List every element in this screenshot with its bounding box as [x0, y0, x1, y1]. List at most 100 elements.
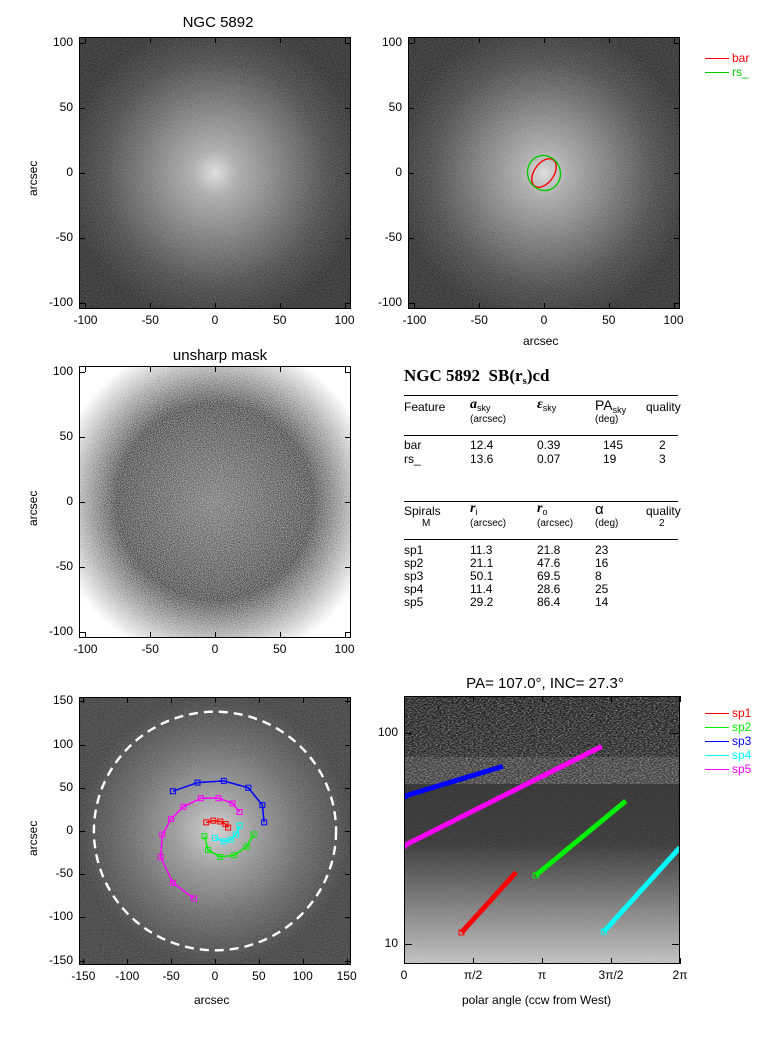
- br-y-tickmark: [404, 943, 412, 945]
- spiral-col5: quality: [646, 504, 681, 518]
- bl-y-tickmark: [345, 960, 351, 962]
- rule-2: [404, 435, 678, 436]
- bl-x-ticklabel: 100: [292, 969, 313, 983]
- bl-y-tickmark: [79, 960, 85, 962]
- polar-marker-sp5: [404, 842, 407, 849]
- ml-x-ticklabel: 0: [211, 642, 219, 656]
- tr-x-tickmark: [479, 303, 481, 309]
- spiral-row-ri: 11.3: [470, 543, 493, 557]
- legend-bottom-label: sp1: [732, 706, 752, 720]
- tr-y-tickmark: [674, 173, 680, 174]
- tl-x-ticklabel: 100: [334, 313, 355, 327]
- deproj-marker-sp4: [227, 836, 234, 843]
- br-x-tickmark: [404, 696, 405, 702]
- deprojected-image: [79, 697, 351, 965]
- bl-y-ticklabel: -50: [55, 866, 73, 881]
- spiral-row-name: sp2: [404, 556, 424, 570]
- polar-fit-sp2: [534, 799, 628, 878]
- deproj-marker-sp3: [245, 784, 252, 791]
- feature-row-a: 13.6: [470, 452, 494, 466]
- bl-x-tickmark: [127, 697, 129, 703]
- legend-bottom-label: sp2: [732, 720, 752, 734]
- tl-x-ticklabel: -50: [141, 313, 159, 327]
- spiral-row-name: sp1: [404, 543, 424, 557]
- feature-col1: Feature: [404, 400, 446, 414]
- tl-y-tickmark: [79, 43, 85, 45]
- bl-y-tickmark: [79, 744, 85, 746]
- legend-bottom-line: [705, 713, 729, 714]
- ml-y-tickmark: [79, 631, 85, 633]
- ml-x-tickmark: [344, 632, 346, 638]
- ml-x-tickmark: [150, 632, 152, 638]
- br-y-tickmark: [672, 733, 680, 735]
- bl-x-ticklabel: 150: [336, 969, 357, 983]
- title-pa-inc: PA= 107.0°, INC= 27.3°: [466, 675, 624, 692]
- feature-col4-unit: (deg): [595, 414, 619, 425]
- bl-x-tickmark: [258, 959, 260, 965]
- deproj-marker-sp5: [169, 879, 176, 886]
- tl-x-ticklabel: 0: [211, 313, 219, 327]
- ml-y-tickmark: [79, 437, 85, 439]
- bl-x-tickmark: [83, 697, 85, 703]
- br-x-tickmark: [473, 696, 474, 702]
- spiral-col2: ri: [470, 501, 478, 517]
- tl-x-tickmark: [279, 37, 281, 43]
- bl-y-ticklabel: 0: [66, 823, 73, 837]
- ml-y-tickmark: [79, 372, 85, 374]
- polar-svg: [404, 696, 680, 964]
- spiral-row-ri: 29.2: [470, 595, 494, 609]
- deproj-svg: [79, 697, 351, 965]
- legend-bottom-line: [705, 741, 729, 742]
- tl-y-tickmark: [345, 173, 351, 174]
- ylabel-mid-left: arcsec: [26, 490, 40, 526]
- feature-row-pa: 19: [603, 452, 617, 466]
- polar-marker-sp4: [600, 928, 607, 935]
- heading-class-sub: s: [522, 375, 527, 387]
- title-ngc5892: NGC 5892: [182, 14, 254, 31]
- xlabel-top-right: arcsec: [523, 334, 559, 348]
- tl-x-tickmark: [150, 303, 152, 309]
- ml-x-tickmark: [344, 366, 346, 372]
- tr-x-tickmark: [673, 37, 675, 43]
- deproj-marker-sp5: [236, 808, 243, 815]
- feature-col2-unit: (arcsec): [470, 414, 507, 425]
- tr-y-tickmark: [408, 302, 414, 304]
- deproj-marker-sp3: [194, 779, 201, 786]
- deproj-spiral-sp5: [159, 797, 241, 900]
- spiral-row-ro: 69.5: [537, 569, 561, 583]
- tl-x-tickmark: [215, 37, 216, 43]
- deproj-marker-sp3: [261, 819, 268, 826]
- br-x-tickmark: [680, 696, 681, 702]
- tr-x-tickmark: [608, 37, 610, 43]
- bl-x-ticklabel: -50: [162, 969, 180, 983]
- tr-y-tickmark: [674, 237, 680, 239]
- bl-x-tickmark: [215, 697, 216, 703]
- br-y-ticklabel: 100: [377, 725, 398, 740]
- legend-top-line: [705, 72, 729, 73]
- tl-x-tickmark: [279, 303, 281, 309]
- tr-y-ticklabel: -50: [384, 229, 402, 244]
- deproj-marker-sp5: [229, 800, 236, 807]
- br-x-tickmark: [542, 696, 543, 702]
- galaxy-image-svg: [79, 37, 351, 309]
- feature-row-name: bar: [404, 438, 422, 452]
- deproj-marker-sp1: [225, 824, 232, 831]
- tl-y-ticklabel: -100: [48, 294, 73, 309]
- spiral-row-ro: 21.8: [537, 543, 561, 557]
- legend-bottom-line: [705, 727, 729, 728]
- tr-x-ticklabel: -100: [402, 313, 427, 327]
- tr-y-tickmark: [674, 302, 680, 304]
- ml-y-ticklabel: 100: [52, 364, 73, 379]
- tl-y-tickmark: [79, 108, 85, 110]
- deproj-marker-sp5: [197, 795, 204, 802]
- deproj-marker-sp2: [201, 833, 208, 840]
- spiral-row-ro: 47.6: [537, 556, 561, 570]
- bl-y-tickmark: [79, 874, 85, 876]
- br-x-ticklabel: 0: [400, 968, 408, 982]
- legend-bottom-line: [705, 755, 729, 756]
- feature-row-quality: 2: [659, 438, 666, 452]
- galaxy-image: [79, 37, 351, 309]
- spiral-col1-sub: M: [422, 518, 431, 529]
- feature-col2: asky: [470, 397, 491, 413]
- br-x-tickmark: [611, 696, 612, 702]
